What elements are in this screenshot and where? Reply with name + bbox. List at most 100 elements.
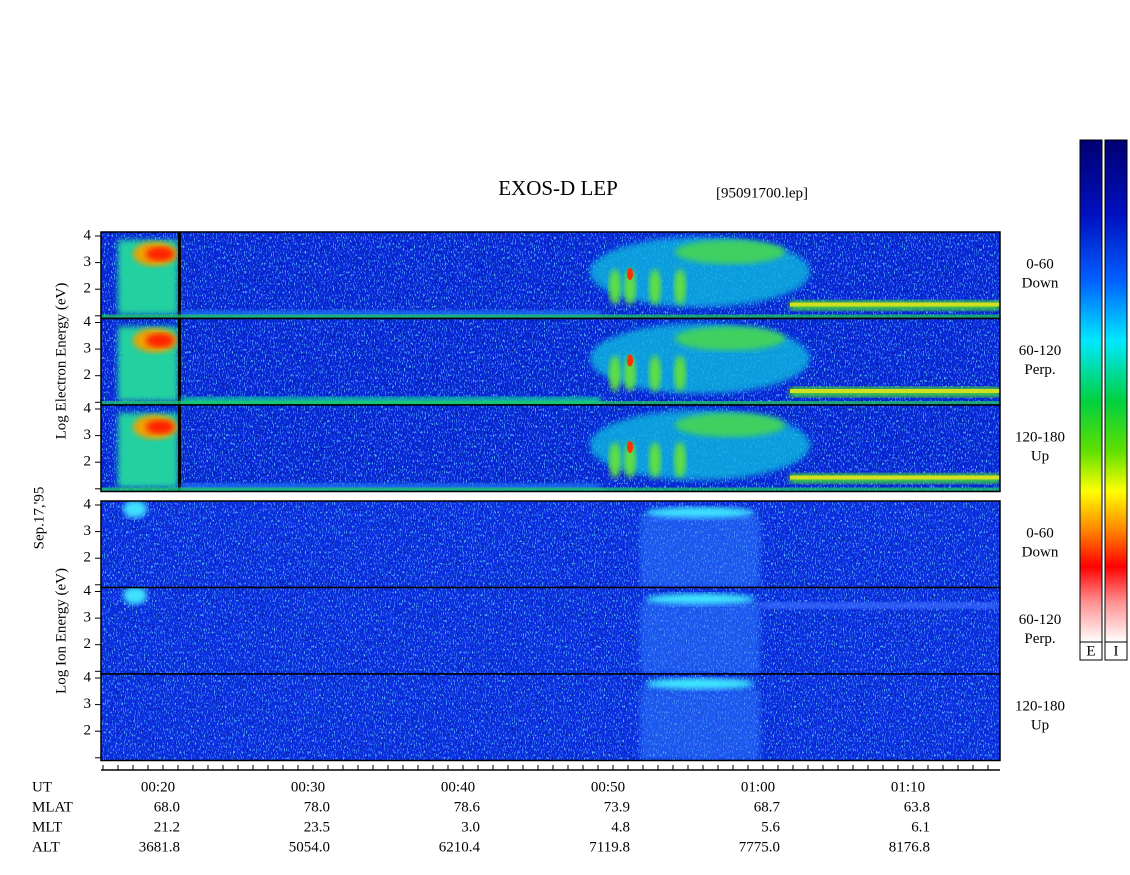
feature (760, 602, 1000, 609)
feature (178, 232, 181, 319)
ion-axis-label: Log Ion Energy (eV) (53, 568, 69, 694)
feature (649, 355, 661, 392)
ephemeris-value: 5054.0 (289, 839, 330, 855)
ephemeris-value: 68.0 (154, 799, 180, 815)
time-label: 00:40 (441, 779, 475, 795)
panel-angle: 0-60 (1026, 525, 1054, 541)
ephemeris-value: 6210.4 (439, 839, 481, 855)
y-tick-label: 4 (84, 583, 92, 599)
feature (101, 487, 1000, 492)
feature (146, 333, 174, 348)
spectrogram (101, 674, 1000, 761)
ephemeris-value: 21.2 (154, 819, 180, 835)
feature (790, 475, 1000, 480)
feature (640, 516, 760, 588)
feature (178, 405, 181, 492)
feature (675, 326, 785, 351)
y-tick-label: 3 (84, 341, 92, 357)
ephemeris-value: 23.5 (304, 819, 330, 835)
colorbar-label: I (1114, 643, 1119, 659)
feature (640, 602, 760, 674)
title: EXOS-D LEP (498, 176, 618, 200)
spectrogram (101, 501, 1000, 588)
spectrogram (101, 405, 1000, 492)
panel-angle: 60-120 (1019, 343, 1062, 359)
spectrogram (101, 318, 1000, 405)
ephemeris-value: 4.8 (611, 819, 630, 835)
y-tick-label: 2 (84, 550, 92, 566)
spectrogram (101, 587, 1000, 674)
feature (146, 420, 174, 434)
time-label: 00:20 (141, 779, 175, 795)
panel-angle: 60-120 (1019, 612, 1062, 628)
feature (123, 501, 147, 518)
speckle-dark (101, 587, 1000, 674)
feature (790, 389, 1000, 393)
feature (624, 442, 636, 478)
y-tick-label: 2 (84, 281, 92, 297)
y-tick-label: 3 (84, 427, 92, 443)
feature (146, 247, 174, 261)
ephemeris-label: ALT (32, 839, 60, 855)
y-tick-label: 3 (84, 523, 92, 539)
feature (624, 355, 636, 392)
time-label: 00:30 (291, 779, 325, 795)
ephemeris-value: 73.9 (604, 799, 630, 815)
colorbar-box (1104, 641, 1128, 661)
y-tick-label: 4 (84, 400, 92, 416)
time-label: 00:50 (591, 779, 625, 795)
panel-direction: Up (1031, 448, 1049, 464)
colorbar (1104, 139, 1128, 643)
y-tick-label: 4 (84, 669, 92, 685)
colorbar-box (1079, 641, 1103, 661)
feature (101, 401, 1000, 405)
y-tick-label: 3 (84, 254, 92, 270)
feature (674, 269, 686, 305)
feature (675, 240, 785, 264)
ephemeris-value: 5.6 (761, 819, 780, 835)
panel-angle: 0-60 (1026, 256, 1054, 272)
spectrogram (101, 232, 1000, 319)
ephemeris-value: 78.6 (454, 799, 481, 815)
feature (178, 318, 181, 405)
electron-axis-label: Log Electron Energy (eV) (53, 283, 69, 440)
feature (790, 302, 1000, 307)
ephemeris-value: 7775.0 (739, 839, 780, 855)
panel-angle: 120-180 (1015, 429, 1065, 445)
ephemeris-value: 7119.8 (589, 839, 630, 855)
y-tick-label: 2 (84, 636, 92, 652)
panel-direction: Perp. (1024, 362, 1055, 378)
ephemeris-label: MLAT (32, 799, 73, 815)
panel-frame (100, 404, 1001, 493)
y-tick-label: 4 (84, 227, 92, 243)
file-name: [95091700.lep] (716, 185, 808, 201)
ephemeris-value: 78.0 (304, 799, 330, 815)
y-tick-label: 4 (84, 496, 92, 512)
feature (674, 442, 686, 478)
ephemeris-value: 68.7 (754, 799, 781, 815)
speckle-dark (101, 501, 1000, 588)
ephemeris-value: 6.1 (911, 819, 930, 835)
y-tick-label: 3 (84, 610, 92, 626)
feature (675, 413, 785, 437)
feature (645, 678, 755, 690)
colorbar (1079, 139, 1103, 643)
feature (640, 689, 760, 761)
feature (627, 441, 633, 453)
colorbar-label: E (1086, 643, 1095, 659)
panel-direction: Down (1022, 544, 1059, 560)
feature (609, 442, 621, 478)
ephemeris-value: 8176.8 (889, 839, 930, 855)
y-tick-label: 2 (84, 723, 92, 739)
feature (627, 354, 633, 367)
time-label: 01:00 (741, 779, 775, 795)
panel-frame (100, 673, 1001, 762)
feature (627, 268, 633, 280)
ephemeris-value: 63.8 (904, 799, 930, 815)
ephemeris-value: 3.0 (461, 819, 480, 835)
feature (101, 314, 1000, 319)
feature (649, 442, 661, 478)
feature (624, 269, 636, 305)
ephemeris-label: UT (32, 779, 52, 795)
